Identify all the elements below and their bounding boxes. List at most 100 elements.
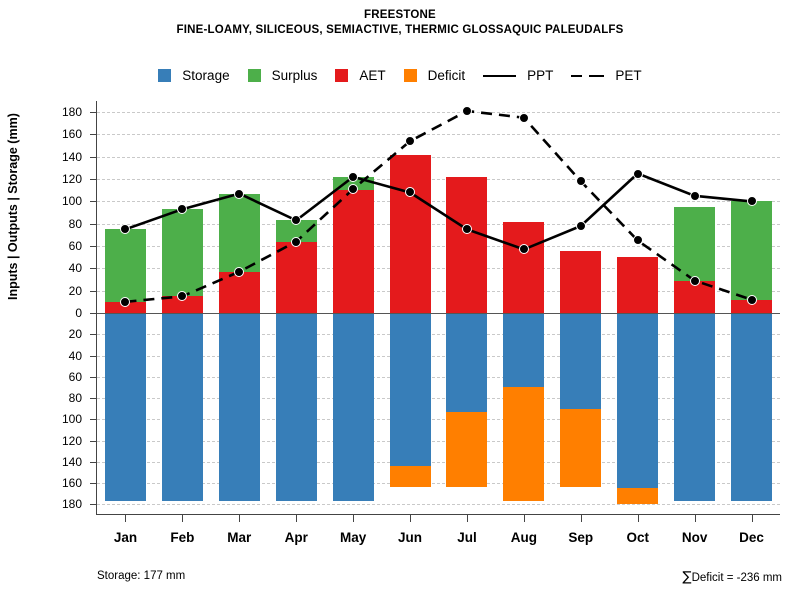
gridline (97, 504, 780, 506)
legend-label: PPT (527, 68, 554, 83)
legend-label: Deficit (427, 68, 466, 83)
x-axis-label-jan: Jan (113, 530, 138, 545)
gridline (97, 134, 780, 136)
bar-segment-aet (389, 154, 431, 313)
y-tick (90, 419, 97, 421)
x-axis-label-aug: Aug (510, 530, 537, 545)
bar-segment-deficit (617, 488, 659, 505)
bar-segment-storage (674, 313, 716, 502)
x-tick (125, 515, 127, 522)
data-point-pet-mar (234, 266, 245, 277)
bar-upper-feb (161, 209, 203, 313)
storage-note: Storage: 177 mm (97, 570, 186, 582)
legend-item-storage[interactable]: Storage (158, 68, 230, 83)
bar-segment-storage (446, 313, 488, 412)
y-axis-label: 160 (61, 476, 82, 491)
x-tick (523, 515, 525, 522)
bar-lower-feb (161, 313, 203, 502)
legend-swatch-surplus (247, 69, 261, 82)
bar-segment-aet (446, 176, 488, 313)
x-tick (637, 515, 639, 522)
y-tick (90, 376, 97, 378)
y-tick (90, 201, 97, 203)
gridline (97, 179, 780, 181)
legend-item-deficit[interactable]: Deficit (403, 68, 466, 83)
legend-item-pet[interactable]: PET (571, 68, 642, 83)
legend-item-ppt[interactable]: PPT (483, 68, 553, 83)
zero-line (97, 313, 780, 314)
bar-segment-surplus (104, 229, 146, 302)
gridline (97, 461, 780, 463)
bar-segment-aet (617, 257, 659, 313)
y-tick (90, 313, 97, 314)
legend-swatch-aet (335, 69, 349, 82)
bar-segment-surplus (731, 201, 773, 300)
y-axis-line (96, 101, 97, 515)
x-axis-label-mar: Mar (227, 530, 252, 545)
y-axis-label: 180 (61, 105, 82, 120)
legend-label: AET (359, 68, 386, 83)
deficit-note-text: Deficit = -236 mm (691, 572, 782, 584)
x-axis-line (97, 514, 780, 515)
data-point-pet-may (348, 184, 359, 195)
x-axis-label-feb: Feb (170, 530, 195, 545)
data-point-pet-nov (689, 275, 700, 286)
legend-item-surplus[interactable]: Surplus (247, 68, 317, 83)
data-point-ppt-jan (120, 224, 131, 235)
data-point-ppt-apr (291, 215, 302, 226)
bar-lower-oct (617, 313, 659, 505)
bar-upper-aug (503, 221, 545, 313)
data-point-ppt-oct (632, 168, 643, 179)
x-tick (580, 515, 582, 522)
y-tick (90, 440, 97, 442)
gridline (97, 398, 780, 400)
bar-lower-aug (503, 313, 545, 502)
x-axis-label-apr: Apr (284, 530, 308, 545)
bar-segment-storage (503, 313, 545, 388)
x-tick (182, 515, 184, 522)
bar-upper-jul (446, 176, 488, 313)
bar-segment-surplus (674, 207, 716, 281)
bar-lower-mar (218, 313, 260, 502)
x-axis-label-may: May (339, 530, 367, 545)
data-point-ppt-feb (177, 204, 188, 215)
bar-segment-storage (560, 313, 602, 409)
plot-area (90, 101, 780, 522)
data-point-ppt-mar (234, 188, 245, 199)
chart-legend: Storage Surplus AET Deficit PPT PET (0, 68, 800, 83)
y-axis-label: 180 (61, 497, 82, 512)
line-ppt (125, 171, 752, 251)
bar-lower-jul (446, 313, 488, 488)
bar-segment-storage (389, 313, 431, 467)
gridline (97, 355, 780, 357)
y-tick (90, 179, 97, 181)
legend-item-aet[interactable]: AET (335, 68, 386, 83)
y-tick (90, 504, 97, 506)
gridline (97, 290, 780, 292)
bar-upper-oct (617, 257, 659, 313)
gridline (97, 376, 780, 378)
bar-segment-aet (161, 296, 203, 313)
bar-segment-storage (218, 313, 260, 502)
data-point-pet-oct (632, 235, 643, 246)
bar-segment-aet (560, 250, 602, 313)
bar-segment-aet (332, 190, 374, 313)
bar-segment-deficit (446, 411, 488, 488)
x-axis-label-sep: Sep (568, 530, 594, 545)
bar-segment-storage (161, 313, 203, 502)
bar-lower-nov (674, 313, 716, 502)
x-tick (466, 515, 468, 522)
y-tick (90, 246, 97, 248)
data-point-pet-apr (291, 236, 302, 247)
data-point-ppt-nov (689, 190, 700, 201)
y-axis-label: 120 (61, 172, 82, 187)
gridline (97, 483, 780, 485)
y-tick (90, 223, 97, 225)
gridline (97, 112, 780, 114)
x-axis-label-nov: Nov (681, 530, 708, 545)
bar-segment-aet (275, 241, 317, 313)
x-axis-label-oct: Oct (626, 530, 649, 545)
y-tick (90, 268, 97, 270)
bar-lower-jun (389, 313, 431, 488)
bar-lower-dec (731, 313, 773, 502)
